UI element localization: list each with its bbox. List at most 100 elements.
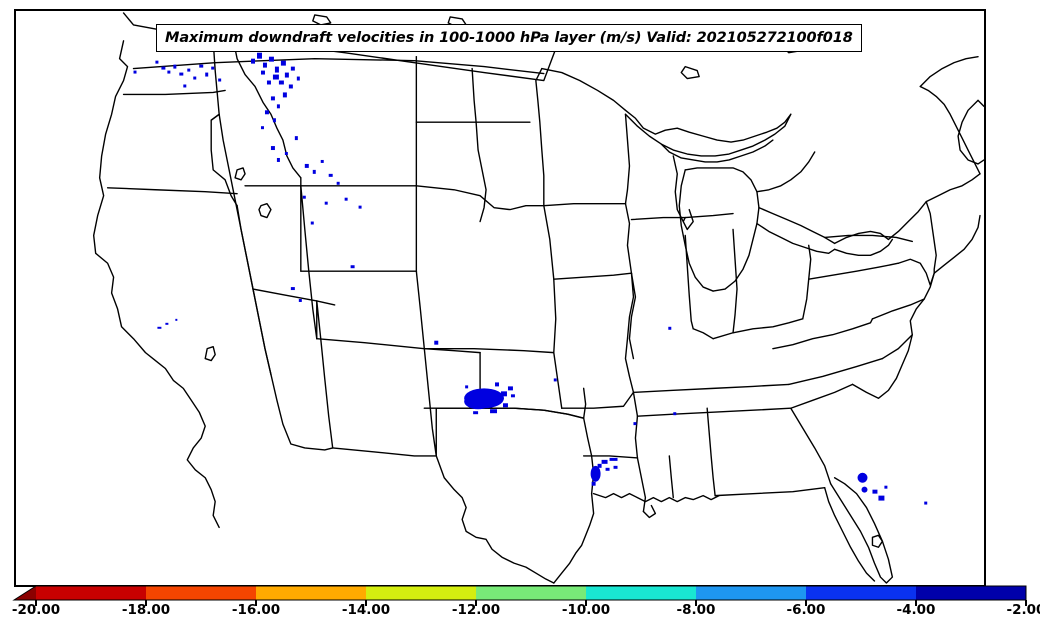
data-pixel-pnw-11 xyxy=(155,60,159,64)
state-colorado-south xyxy=(316,338,426,350)
state-idaho-west xyxy=(210,40,238,207)
map-boundaries xyxy=(92,12,984,584)
data-pixel-socal-3 xyxy=(175,318,178,321)
chart-title-text: Maximum downdraft velocities in 100-1000… xyxy=(165,30,853,46)
state-iowa-north xyxy=(543,202,627,207)
data-pixel-pnw-8 xyxy=(205,72,209,77)
rio-grande xyxy=(435,455,555,584)
state-alabama-east xyxy=(706,407,716,497)
data-pixel-rock-11 xyxy=(260,70,265,75)
michigan-lower-west xyxy=(678,169,714,292)
atlantic-coast-se xyxy=(851,272,935,399)
data-pixel-id-3 xyxy=(284,152,288,155)
state-georgia-east xyxy=(790,407,832,485)
data-pixel-id-14 xyxy=(358,205,362,209)
state-wisconsin-east xyxy=(672,155,686,223)
state-sd-ne-border xyxy=(415,185,545,211)
data-pixel-id-15 xyxy=(350,265,355,269)
state-oklahoma-south xyxy=(479,407,585,419)
state-arkansas-south xyxy=(582,455,639,459)
state-nj-de-md xyxy=(897,258,935,286)
data-pixel-misc-5 xyxy=(133,70,137,74)
state-oregon-south xyxy=(106,187,238,195)
colorbar-tick-label-7: -6.00 xyxy=(786,602,826,618)
data-pixel-rock-16 xyxy=(270,96,275,101)
data-pixel-pnw-10 xyxy=(218,78,222,82)
data-pixel-misc-2 xyxy=(673,412,677,416)
state-utah-south xyxy=(252,288,336,306)
data-pixel-id-11 xyxy=(324,201,328,205)
state-ohio-east xyxy=(802,244,812,320)
data-pixel-gulf-2 xyxy=(609,457,618,461)
colorbar-tick-label-4: -12.00 xyxy=(451,602,501,618)
new-england-coast xyxy=(933,214,981,274)
gulf-coast-louisiana xyxy=(592,492,720,503)
lake-michigan-shore xyxy=(682,208,694,231)
data-pixel-pnw-2 xyxy=(167,70,171,74)
data-pixel-pnw-1 xyxy=(161,66,166,70)
data-pixel-gulf-1 xyxy=(601,459,608,464)
chart-title-box: Maximum downdraft velocities in 100-1000… xyxy=(156,24,862,52)
state-tennessee-north xyxy=(632,383,790,394)
colorbar-band-1 xyxy=(146,586,256,600)
data-pixel-gulf-6 xyxy=(613,465,618,469)
data-pixel-socal-1 xyxy=(157,326,162,329)
state-virginia-north xyxy=(871,298,925,320)
state-mississippi-east xyxy=(668,455,674,499)
state-illinois-west xyxy=(628,272,637,360)
data-pixel-tx-6 xyxy=(510,394,515,398)
data-pixel-rock-15 xyxy=(296,76,300,81)
data-pixel-id-8 xyxy=(294,136,298,141)
colorbar-band-3 xyxy=(366,586,476,600)
data-pixel-tx-2 xyxy=(507,386,513,391)
data-pixel-pnw-7 xyxy=(199,64,204,68)
data-pixel-misc-4 xyxy=(633,422,637,426)
state-newyork-east xyxy=(925,200,937,274)
state-newmexico-east xyxy=(423,347,437,457)
state-kansas-east xyxy=(553,351,563,409)
data-dot-fl-2 xyxy=(861,486,868,493)
lake-erie-south xyxy=(756,222,836,255)
data-pixel-pnw-12 xyxy=(183,84,187,88)
data-pixel-id-2 xyxy=(276,157,280,162)
data-pixel-pnw-9 xyxy=(211,66,215,70)
data-pixel-rock-17 xyxy=(276,104,280,109)
data-pixel-tx-8 xyxy=(473,411,479,415)
lake-huron-ontario xyxy=(756,151,816,193)
state-indiana-north xyxy=(684,212,734,219)
data-pixel-id-10 xyxy=(302,195,306,199)
canada-lake-1 xyxy=(312,14,332,26)
great-salt-lake xyxy=(258,202,272,219)
state-sc-nc xyxy=(790,383,854,409)
maine-coast xyxy=(919,85,981,175)
data-pixel-fl-5 xyxy=(884,485,888,489)
colorbar-tick-label-6: -8.00 xyxy=(676,602,716,618)
state-indiana-east xyxy=(732,228,738,334)
data-pixel-rock-20 xyxy=(260,126,264,130)
colorbar-tick-label-9: -2.00 xyxy=(1006,602,1040,618)
lake-superior-south xyxy=(624,113,792,157)
nova-scotia xyxy=(957,99,984,165)
data-pixel-id-6 xyxy=(320,159,324,163)
data-pixel-id-12 xyxy=(344,197,348,201)
inland-lake-nevada xyxy=(234,167,246,181)
data-pixel-fl-4 xyxy=(878,495,885,501)
florida-gulf-coast xyxy=(823,486,876,582)
state-missouri-south xyxy=(561,391,635,409)
data-pixel-rock-8 xyxy=(278,80,284,85)
inland-lake-california xyxy=(204,345,216,362)
data-pixel-tx-1 xyxy=(500,391,507,397)
state-iowa-south xyxy=(553,272,633,280)
state-pa-ny xyxy=(823,234,913,243)
data-pixel-tx-5 xyxy=(465,385,469,389)
data-pixel-misc-1 xyxy=(668,326,672,330)
state-arkansas-east xyxy=(632,391,639,459)
data-pixel-id-18 xyxy=(434,340,439,345)
florida-peninsula xyxy=(829,477,894,584)
state-wisconsin-west xyxy=(624,113,631,205)
state-missouri-east xyxy=(624,272,635,394)
state-nevada-east xyxy=(218,113,272,376)
michigan-upper-peninsula xyxy=(660,139,774,163)
data-pixel-misc-3 xyxy=(553,378,557,382)
